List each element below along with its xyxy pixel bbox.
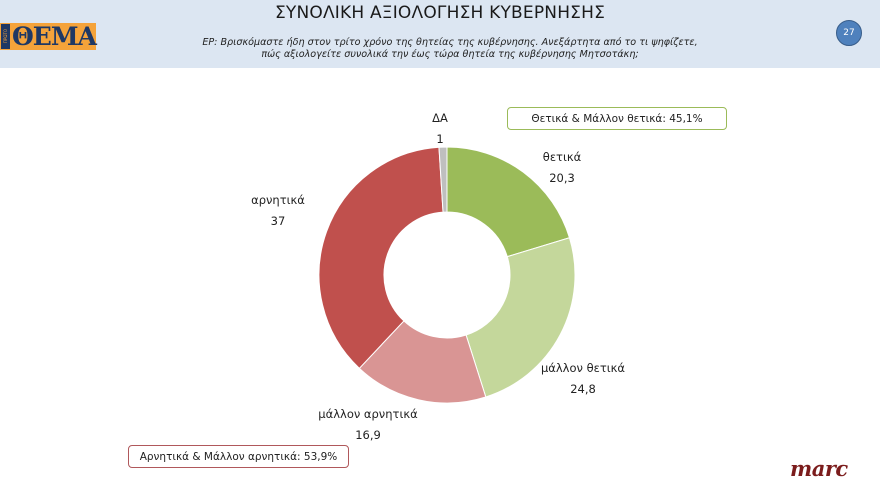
logo-text: ΘΕΜΑ — [12, 22, 97, 51]
slice-dk — [438, 146, 448, 213]
page-title: ΣΥΝΟΛΙΚΗ ΑΞΙΟΛΟΓΗΣΗ ΚΥΒΕΡΝΗΣΗΣ — [274, 3, 606, 23]
slice-label-name: μάλλον αρνητικά — [318, 407, 418, 421]
question-line-1: ΕΡ: Βρισκόμαστε ήδη στον τρίτο χρόνο της… — [202, 37, 698, 48]
slice-label-name: ΔΑ — [432, 111, 448, 125]
slice-positive — [446, 146, 571, 258]
slice-label-value: 24,8 — [570, 382, 596, 396]
header-band: ΠΡΩΤΟ ΘΕΜΑ ΣΥΝΟΛΙΚΗ ΑΞΙΟΛΟΓΗΣΗ ΚΥΒΕΡΝΗΣΗ… — [0, 0, 880, 68]
slice-label-name: θετικά — [542, 150, 582, 164]
slice-label-value: 16,9 — [355, 428, 381, 442]
slice-label-negative: αρνητικά 37 — [251, 190, 305, 232]
slice-label-name: αρνητικά — [251, 193, 305, 207]
slice-negative — [318, 146, 444, 370]
newspaper-logo: ΠΡΩΤΟ ΘΕΜΑ — [0, 22, 97, 51]
slice-label-rather-negative: μάλλον αρνητικά 16,9 — [318, 404, 417, 446]
pollster-logo: marc — [790, 456, 848, 481]
page-number-badge: 27 — [836, 20, 862, 46]
slice-label-rather-positive: μάλλον θετικά 24,8 — [541, 358, 625, 400]
survey-question: ΕΡ: Βρισκόμαστε ήδη στον τρίτο χρόνο της… — [160, 37, 740, 61]
logo-side-strip: ΠΡΩΤΟ — [1, 24, 10, 49]
slice-rather-positive — [465, 237, 576, 398]
positive-summary-box: Θετικά & Μάλλον θετικά: 45,1% — [507, 107, 727, 130]
question-line-2: πώς αξιολογείτε συνολικά την έως τώρα θη… — [261, 49, 639, 60]
negative-summary-box: Αρνητικά & Μάλλον αρνητικά: 53,9% — [128, 445, 349, 468]
slice-label-positive: θετικά 20,3 — [543, 147, 581, 189]
slice-label-dk: ΔΑ 1 — [432, 108, 448, 150]
slice-label-name: μάλλον θετικά — [540, 361, 626, 375]
slice-label-value: 37 — [270, 214, 286, 228]
slice-label-value: 20,3 — [549, 171, 575, 185]
slice-label-value: 1 — [436, 132, 444, 146]
